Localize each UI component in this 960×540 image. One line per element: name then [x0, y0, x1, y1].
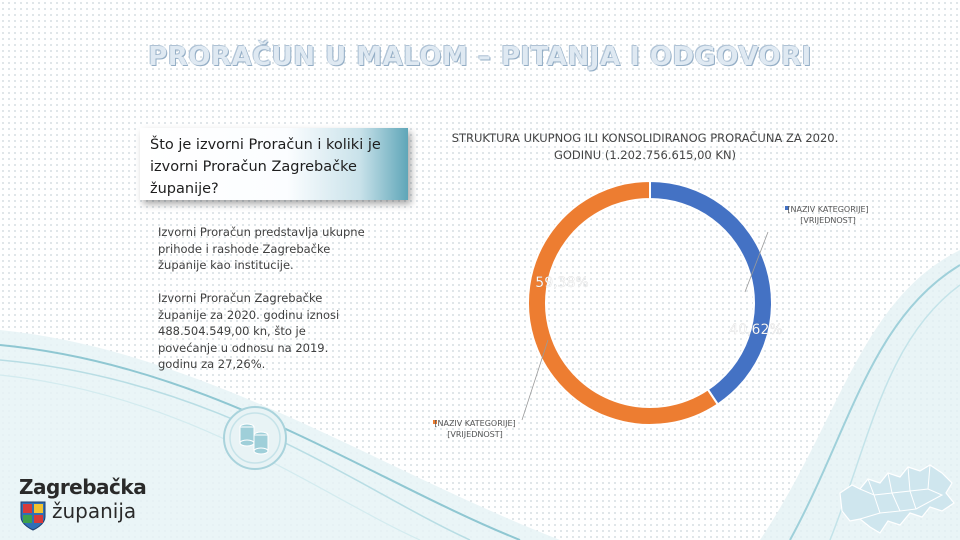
coin-stack-icon: [223, 406, 287, 470]
callout-leader-line: [521, 339, 549, 421]
donut-slice: [527, 179, 720, 426]
legend-marker: [785, 206, 789, 210]
county-map-icon: [839, 464, 955, 534]
question-line: županije?: [150, 181, 219, 197]
logo-text: županija: [52, 499, 137, 523]
paragraph-line: 488.504.549,00 kn, što je: [158, 324, 306, 338]
paragraph-line: županije za 2020. godinu iznosi: [158, 307, 340, 322]
callout-label: [VRIJEDNOST]: [800, 216, 855, 225]
coat-of-arms-icon: [20, 501, 46, 531]
question-line: Što je izvorni Proračun i koliki je: [150, 137, 381, 153]
question-line: izvorni Proračun Zagrebačke: [150, 159, 357, 175]
logo: Zagrebačka županija: [16, 475, 156, 535]
callout-label: [NAZIV KATEGORIJE]: [787, 205, 868, 214]
paragraph-line: županije kao institucije.: [158, 258, 294, 272]
chart-title: STRUKTURA UKUPNOG ILI KONSOLIDIRANOG PRO…: [430, 130, 860, 164]
legend-marker: [433, 420, 437, 424]
paragraph-line: Izvorni Proračun Zagrebačke: [158, 291, 323, 305]
chart-title-line: STRUKTURA UKUPNOG ILI KONSOLIDIRANOG PRO…: [451, 131, 839, 145]
donut-slice: [649, 179, 773, 406]
question-box: Što je izvorni Proračun i koliki je izvo…: [140, 128, 408, 200]
page-title: PRORAČUN U MALOM – PITANJA I ODGOVORI: [148, 42, 812, 72]
chart-title-line: GODINU (1.202.756.615,00 KN): [553, 148, 737, 162]
slice-percent-label: 40,62%: [729, 322, 782, 338]
callout-label: [VRIJEDNOST]: [447, 430, 502, 439]
slice-percent-label: 59,38%: [535, 275, 588, 291]
logo-text: Zagrebačka: [19, 475, 147, 499]
paragraph-line: povećanje u odnosu na 2019.: [158, 340, 329, 355]
paragraph-line: godinu za 27,26%.: [158, 357, 266, 371]
paragraph-line: prihode i rashode Zagrebačke: [158, 241, 331, 256]
callout-leader-line: [744, 231, 769, 293]
callout-label: [NAZIV KATEGORIJE]: [434, 419, 515, 428]
paragraph-line: Izvorni Proračun predstavlja ukupne: [158, 225, 365, 239]
answer-paragraph-1: Izvorni Proračun predstavlja ukupne prih…: [158, 224, 378, 274]
answer-paragraph-2: Izvorni Proračun Zagrebačke županije za …: [158, 290, 378, 373]
